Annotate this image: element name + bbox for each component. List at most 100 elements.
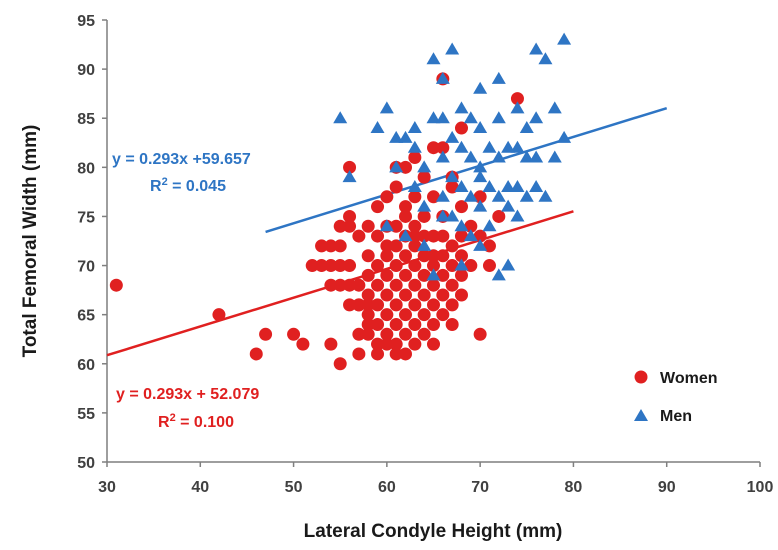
men-data-point xyxy=(407,121,422,134)
women-data-point xyxy=(324,239,338,253)
x-tick-labels: 30 40 50 60 70 80 90 100 xyxy=(98,462,773,496)
men-data-point xyxy=(445,130,460,143)
y-tick-labels: 50 55 60 65 70 75 80 85 90 95 xyxy=(77,13,107,472)
women-data-point xyxy=(492,209,506,223)
women-data-point xyxy=(389,347,403,361)
men-equation: y = 0.293x +59.657 xyxy=(112,151,251,168)
men-data-point xyxy=(445,42,460,55)
women-data-point xyxy=(212,308,226,322)
women-data-point xyxy=(408,298,422,312)
x-tick-label: 100 xyxy=(747,479,774,496)
men-data-point xyxy=(473,160,488,173)
men-data-point xyxy=(519,121,534,134)
men-data-point xyxy=(454,219,469,232)
women-data-point xyxy=(371,200,385,214)
women-data-point xyxy=(464,259,478,273)
men-data-point xyxy=(501,140,516,153)
women-data-point xyxy=(380,327,394,341)
women-data-point xyxy=(445,317,459,331)
women-data-point xyxy=(399,268,413,282)
women-data-point xyxy=(287,327,301,341)
women-data-point xyxy=(352,229,366,243)
men-data-point xyxy=(491,150,506,163)
men-data-point xyxy=(510,209,525,222)
women-data-point xyxy=(427,259,440,273)
men-data-point xyxy=(491,189,506,202)
women-data-point xyxy=(417,268,431,282)
y-tick-label: 75 xyxy=(77,209,95,226)
women-data-point xyxy=(399,288,413,302)
women-data-point xyxy=(361,219,375,233)
x-tick-label: 80 xyxy=(565,479,583,496)
women-data-point xyxy=(343,259,357,273)
women-data-point xyxy=(436,268,450,282)
women-data-point xyxy=(417,327,431,341)
women-data-point xyxy=(380,308,394,322)
men-data-point xyxy=(529,179,544,192)
women-data-point xyxy=(454,288,468,302)
y-axis-title: Total Femoral Width (mm) xyxy=(20,125,41,358)
x-tick-label: 30 xyxy=(98,479,116,496)
women-data-point xyxy=(389,259,403,273)
women-data-point xyxy=(473,229,487,243)
women-data-point xyxy=(427,317,440,331)
men-data-point xyxy=(501,258,516,271)
women-data-point xyxy=(399,249,413,263)
women-data-point xyxy=(389,239,403,253)
men-data-point xyxy=(454,140,469,153)
y-tick-label: 95 xyxy=(77,13,95,30)
women-data-point xyxy=(343,278,357,292)
men-data-point xyxy=(435,150,450,163)
data-points xyxy=(109,32,572,371)
men-data-point xyxy=(379,101,394,114)
men-data-point xyxy=(426,268,441,281)
men-data-point xyxy=(519,150,534,163)
men-data-point xyxy=(473,170,488,183)
women-data-point xyxy=(371,317,385,331)
women-data-point xyxy=(324,337,338,351)
women-data-point xyxy=(380,239,394,253)
men-data-point xyxy=(473,199,488,212)
men-data-point xyxy=(445,209,460,222)
x-tick-label: 70 xyxy=(471,479,489,496)
men-data-point xyxy=(463,111,478,124)
women-data-point xyxy=(408,190,422,204)
women-data-point xyxy=(510,92,524,106)
women-data-point xyxy=(454,229,468,243)
women-data-point xyxy=(427,298,440,312)
women-data-point xyxy=(408,259,422,273)
men-data-point xyxy=(435,209,450,222)
men-data-point xyxy=(463,150,478,163)
women-data-point xyxy=(324,259,338,273)
women-data-point xyxy=(352,298,366,312)
men-data-point xyxy=(529,111,544,124)
men-trendline xyxy=(265,106,668,234)
men-data-point xyxy=(482,179,497,192)
women-data-point xyxy=(417,209,431,223)
women-data-point xyxy=(333,278,347,292)
men-data-point xyxy=(473,81,488,94)
men-data-point xyxy=(379,219,394,232)
women-data-point xyxy=(399,209,413,223)
men-data-point xyxy=(445,170,460,183)
x-tick-label: 40 xyxy=(191,479,209,496)
women-data-point xyxy=(343,298,357,312)
women-data-point xyxy=(343,209,357,223)
men-data-point xyxy=(491,268,506,281)
women-data-point xyxy=(427,141,440,155)
women-data-point xyxy=(343,219,357,233)
men-data-point xyxy=(557,130,572,143)
women-data-point xyxy=(352,347,366,361)
men-data-point xyxy=(370,121,385,134)
men-data-point xyxy=(473,121,488,134)
men-data-point xyxy=(407,179,422,192)
women-data-point xyxy=(417,308,431,322)
women-data-point xyxy=(361,249,375,263)
men-data-point xyxy=(547,150,562,163)
women-data-point xyxy=(361,308,375,322)
women-data-point xyxy=(389,337,403,351)
women-data-point xyxy=(408,239,422,253)
women-data-point xyxy=(389,219,403,233)
x-axis-title: Lateral Condyle Height (mm) xyxy=(304,521,563,542)
men-data-point xyxy=(454,258,469,271)
